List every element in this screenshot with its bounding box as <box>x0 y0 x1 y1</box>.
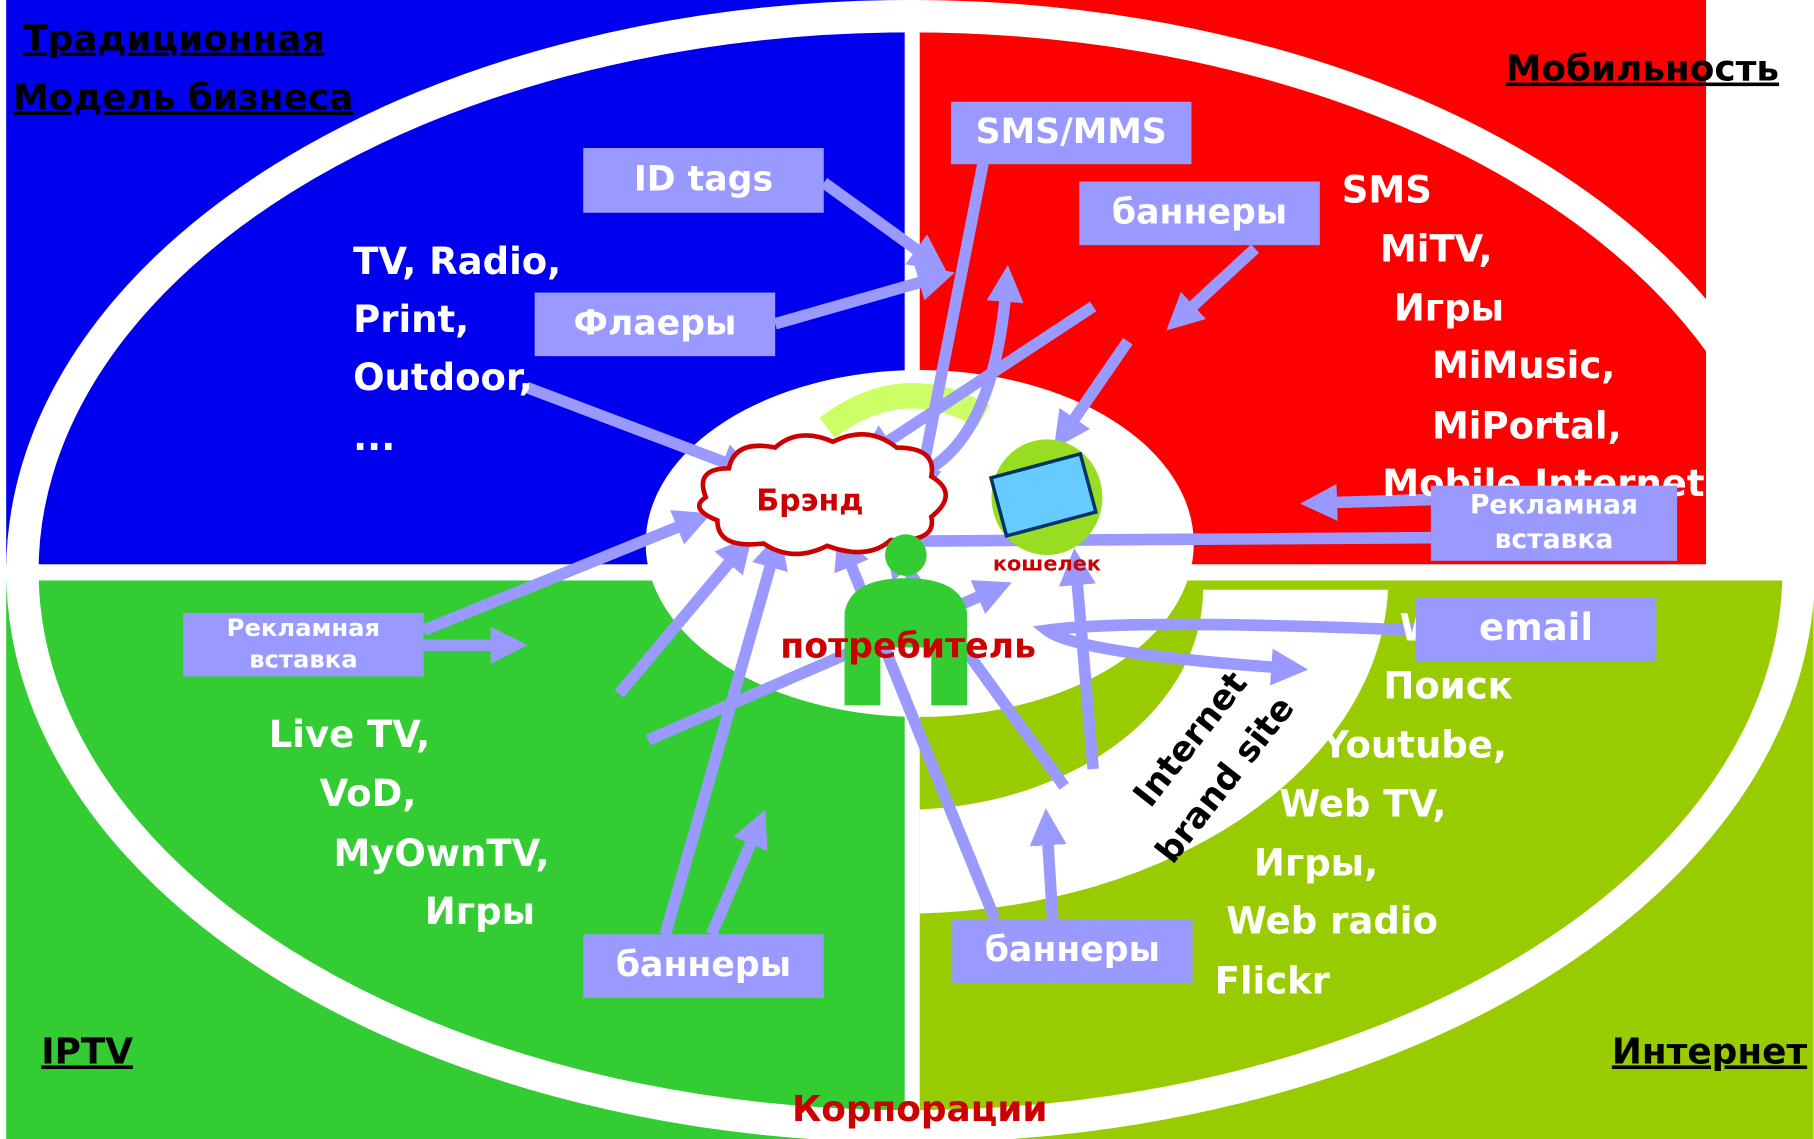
quadrant-item: Flickr <box>1215 959 1331 1002</box>
consumer-label: потребитель <box>780 627 1036 667</box>
quadrant-item: Youtube, <box>1321 723 1507 766</box>
diagram: Традиционная Модель бизнеса TV, Radio, Prin… <box>0 0 1814 1139</box>
quadrant-item: Игры <box>425 890 535 933</box>
quadrant-item: TV, Radio, <box>353 240 561 283</box>
quadrant-item: MiMusic, <box>1432 344 1615 387</box>
tag-label: баннеры <box>616 945 791 985</box>
quadrant-item: Web TV, <box>1279 782 1446 825</box>
wallet-label: кошелек <box>993 551 1101 575</box>
quadrant-item: Игры, <box>1254 841 1378 884</box>
tag-label: вставка <box>249 644 357 673</box>
quadrant-title: IPTV <box>41 1031 133 1072</box>
quadrant-item: Outdoor, <box>353 356 533 399</box>
quadrant-item: ... <box>353 416 395 459</box>
quadrant-item: Web radio <box>1226 899 1438 942</box>
quadrant-item: Игры <box>1394 286 1504 329</box>
tag-label: ID tags <box>634 159 773 199</box>
quadrant-title: Интернет <box>1612 1031 1808 1072</box>
quadrant-title: Модель бизнеса <box>13 77 353 118</box>
quadrant-title: Мобильность <box>1506 49 1779 90</box>
quadrant-item: MyOwnTV, <box>333 832 549 875</box>
quadrant-item: Live TV, <box>269 713 431 756</box>
quadrant-item: Print, <box>353 298 469 341</box>
quadrant-item: MiPortal, <box>1432 404 1622 447</box>
tag-label: Рекламная <box>1470 489 1638 520</box>
tag-label: баннеры <box>1112 192 1287 232</box>
tag-label: вставка <box>1495 524 1614 555</box>
quadrant-item: VoD, <box>320 772 417 815</box>
quadrant-item: MiTV, <box>1380 227 1493 270</box>
tag-label: email <box>1479 606 1593 649</box>
tag-label: Флаеры <box>573 303 736 343</box>
quadrant-item: SMS <box>1342 168 1432 211</box>
tag-label: Рекламная <box>227 613 380 642</box>
consumer-head <box>885 534 927 576</box>
page: Традиционная Модель бизнеса TV, Radio, Prin… <box>0 0 1814 1139</box>
footer: Корпорации <box>792 1089 1048 1130</box>
tag-label: SMS/MMS <box>976 112 1167 152</box>
brand-label: Брэнд <box>756 483 863 518</box>
quadrant-item: Поиск <box>1383 665 1512 708</box>
quadrant-title: Традиционная <box>23 18 324 59</box>
tag-label: баннеры <box>985 930 1160 970</box>
